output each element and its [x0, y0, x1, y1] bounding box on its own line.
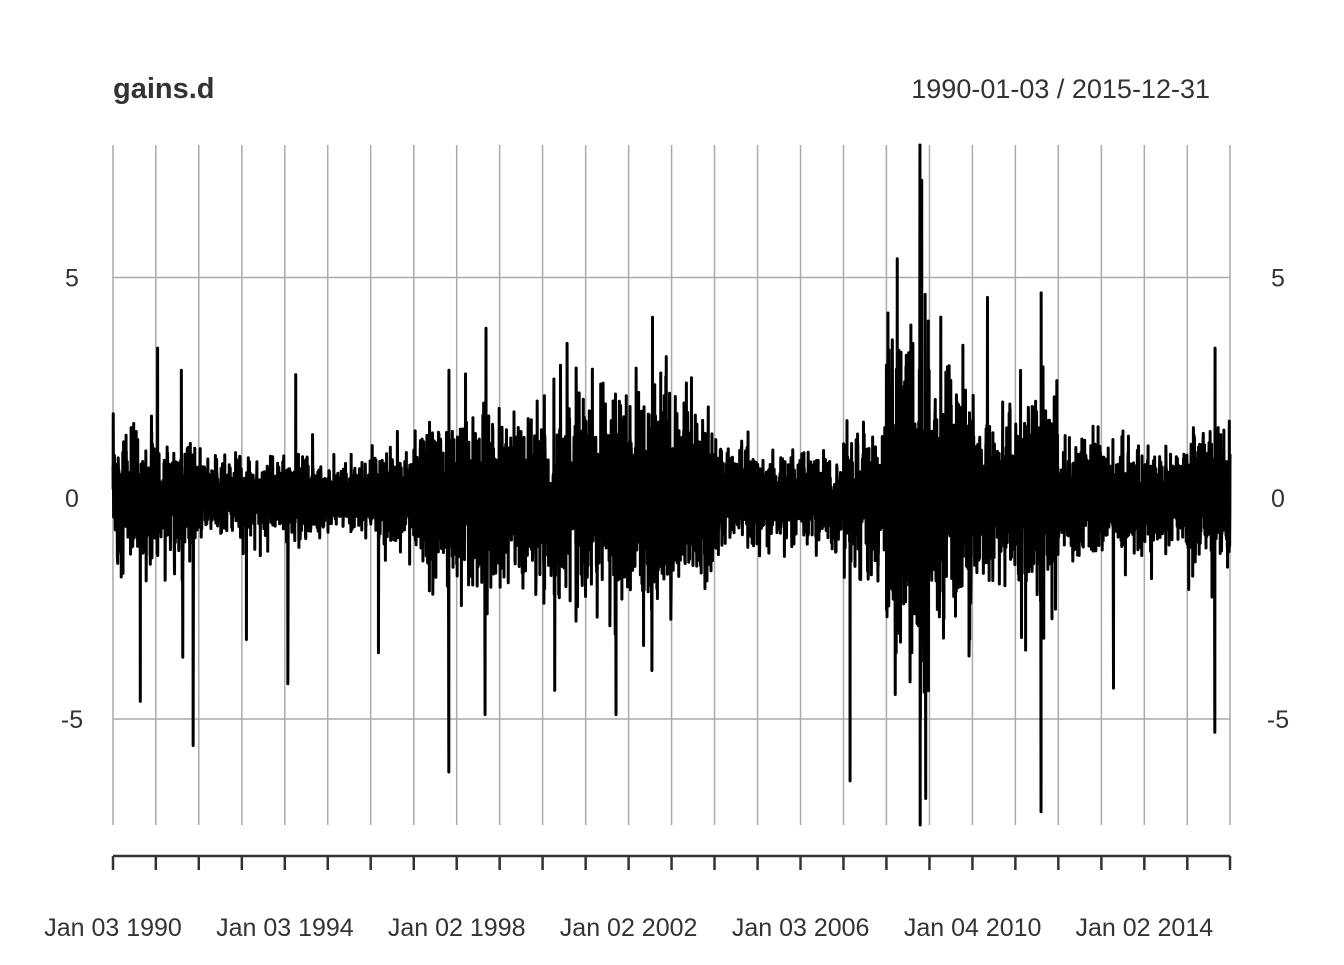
- series-line: [111, 143, 1232, 827]
- x-tick-label: Jan 04 2010: [904, 914, 1042, 942]
- date-range-label: 1990-01-03 / 2015-12-31: [911, 74, 1210, 104]
- y-tick-label-right: -5: [1267, 706, 1289, 734]
- x-tick-label: Jan 02 2014: [1076, 914, 1214, 942]
- y-tick-label-left: 5: [65, 264, 79, 292]
- x-tick-label: Jan 03 2006: [732, 914, 870, 942]
- series-line-group: [111, 143, 1232, 827]
- x-tick-label: Jan 03 1990: [44, 914, 182, 942]
- y-tick-label-right: 5: [1271, 264, 1285, 292]
- chart-title: gains.d: [113, 73, 215, 105]
- x-tick-label: Jan 02 1998: [388, 914, 526, 942]
- y-tick-label-left: -5: [61, 706, 83, 734]
- y-tick-label-right: 0: [1271, 485, 1285, 513]
- y-tick-label-left: 0: [65, 485, 79, 513]
- x-tick-label: Jan 02 2002: [560, 914, 698, 942]
- x-axis: Jan 03 1990 Jan 03 1994 Jan 02 1998 Jan 02 …: [44, 854, 1232, 942]
- y-axis: -5 -5 0 0 5 5: [61, 264, 1289, 734]
- x-tick-label: Jan 03 1994: [216, 914, 354, 942]
